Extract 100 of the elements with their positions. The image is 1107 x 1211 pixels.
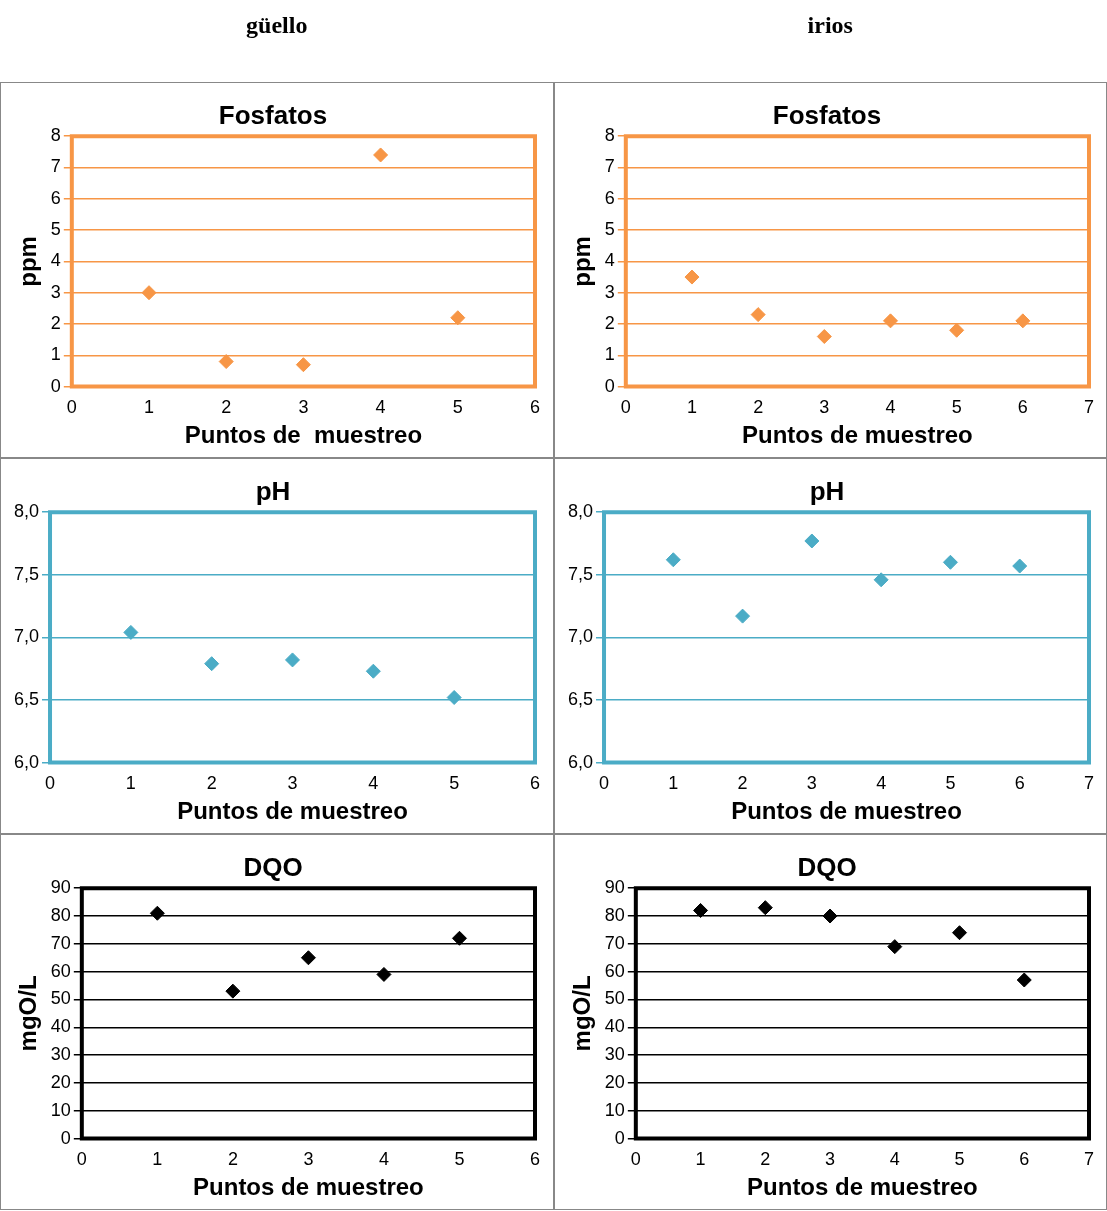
point xyxy=(735,608,751,624)
x-axis-title: Puntos de muestreo xyxy=(184,421,423,449)
point xyxy=(693,902,709,918)
y-tick-label: 0 xyxy=(50,375,61,396)
y-tick-label: 8 xyxy=(50,125,61,146)
x-tick-label: 4 xyxy=(885,397,896,418)
x-tick-label: 2 xyxy=(760,1149,771,1170)
x-tick-label: 1 xyxy=(686,397,697,418)
point xyxy=(822,908,838,924)
y-tick-label: 90 xyxy=(50,877,71,898)
y-tick-label: 10 xyxy=(604,1099,625,1120)
point xyxy=(450,310,466,326)
chart-title: DQO xyxy=(797,851,857,882)
y-axis-title: ppm xyxy=(568,236,596,287)
point xyxy=(218,354,234,370)
y-tick-label: 8,0 xyxy=(13,501,40,522)
y-tick-label: 7,5 xyxy=(13,563,40,584)
y-tick-label: 6 xyxy=(50,187,61,208)
point xyxy=(816,329,832,345)
x-axis-title: Puntos de muestreo xyxy=(742,421,973,449)
y-tick-label: 2 xyxy=(50,312,61,333)
point xyxy=(204,656,220,672)
point xyxy=(873,572,889,588)
y-axis-title: mgO/L xyxy=(568,975,596,1052)
x-tick-label: 3 xyxy=(287,773,298,794)
x-tick-label: 6 xyxy=(529,773,541,794)
y-tick-label: 80 xyxy=(604,904,625,925)
y-tick-label: 7,5 xyxy=(567,563,594,584)
y-tick-label: 6,5 xyxy=(567,688,594,709)
x-tick-label: 4 xyxy=(889,1149,900,1170)
point xyxy=(804,533,820,549)
x-tick-label: 3 xyxy=(303,1149,314,1170)
x-tick-label: 3 xyxy=(298,397,309,418)
x-tick-label: 6 xyxy=(1019,1149,1030,1170)
point xyxy=(285,652,301,668)
x-tick-label: 1 xyxy=(125,773,136,794)
point xyxy=(376,966,392,982)
x-tick-label: 4 xyxy=(378,1149,389,1170)
y-tick-label: 6 xyxy=(604,187,615,208)
point xyxy=(887,939,903,955)
y-tick-label: 7,0 xyxy=(13,626,40,647)
y-axis-title: mgO/L xyxy=(14,975,42,1052)
x-axis-title: Puntos de muestreo xyxy=(747,1173,978,1201)
x-tick-label: 5 xyxy=(454,1149,465,1170)
x-tick-label: 5 xyxy=(452,397,463,418)
text: irios xyxy=(806,11,854,40)
y-tick-label: 1 xyxy=(50,344,61,365)
y-tick-label: 70 xyxy=(604,932,625,953)
x-tick-label: 3 xyxy=(806,773,817,794)
x-tick-label: 2 xyxy=(206,773,217,794)
point xyxy=(1016,972,1032,988)
point xyxy=(949,322,965,338)
point xyxy=(757,900,773,916)
chart-title: pH xyxy=(255,475,291,506)
point xyxy=(750,307,766,323)
x-tick-label: 6 xyxy=(529,397,541,418)
x-axis-title: Puntos de muestreo xyxy=(731,797,962,825)
y-tick-label: 6,0 xyxy=(567,751,594,772)
point xyxy=(942,554,958,570)
y-tick-label: 60 xyxy=(50,960,71,981)
x-tick-label: 0 xyxy=(630,1149,641,1170)
x-tick-label: 4 xyxy=(368,773,379,794)
x-tick-label: 1 xyxy=(144,397,155,418)
x-tick-label: 7 xyxy=(1083,1149,1095,1170)
point xyxy=(451,930,467,946)
point xyxy=(1012,558,1028,574)
x-tick-label: 7 xyxy=(1083,773,1095,794)
x-tick-label: 2 xyxy=(221,397,232,418)
point xyxy=(446,690,462,705)
point xyxy=(365,663,381,679)
x-axis-title: Puntos de muestreo xyxy=(193,1173,424,1201)
x-tick-label: 2 xyxy=(753,397,764,418)
y-tick-label: 0 xyxy=(614,1127,625,1148)
y-tick-label: 30 xyxy=(604,1044,625,1065)
y-tick-label: 4 xyxy=(50,250,61,271)
y-tick-label: 30 xyxy=(50,1044,71,1065)
y-tick-label: 6,0 xyxy=(13,751,40,772)
y-tick-label: 1 xyxy=(604,344,615,365)
y-tick-label: 70 xyxy=(50,932,71,953)
x-tick-label: 1 xyxy=(668,773,679,794)
point xyxy=(684,269,700,285)
y-tick-label: 10 xyxy=(50,1099,71,1120)
y-tick-label: 7,0 xyxy=(567,626,594,647)
x-tick-label: 2 xyxy=(737,773,748,794)
x-tick-label: 4 xyxy=(375,397,386,418)
point xyxy=(665,552,681,568)
point xyxy=(952,925,968,941)
y-tick-label: 0 xyxy=(60,1127,71,1148)
chart-title: Fosfatos xyxy=(772,99,882,130)
y-tick-label: 4 xyxy=(604,250,615,271)
y-tick-label: 3 xyxy=(50,281,61,302)
point xyxy=(1015,313,1031,329)
y-tick-label: 6,5 xyxy=(13,688,40,709)
y-tick-label: 2 xyxy=(604,312,615,333)
point xyxy=(373,147,389,163)
x-tick-label: 1 xyxy=(695,1149,706,1170)
point xyxy=(123,624,139,640)
y-tick-label: 90 xyxy=(604,877,625,898)
point xyxy=(141,285,157,301)
y-tick-label: 40 xyxy=(50,1016,71,1037)
